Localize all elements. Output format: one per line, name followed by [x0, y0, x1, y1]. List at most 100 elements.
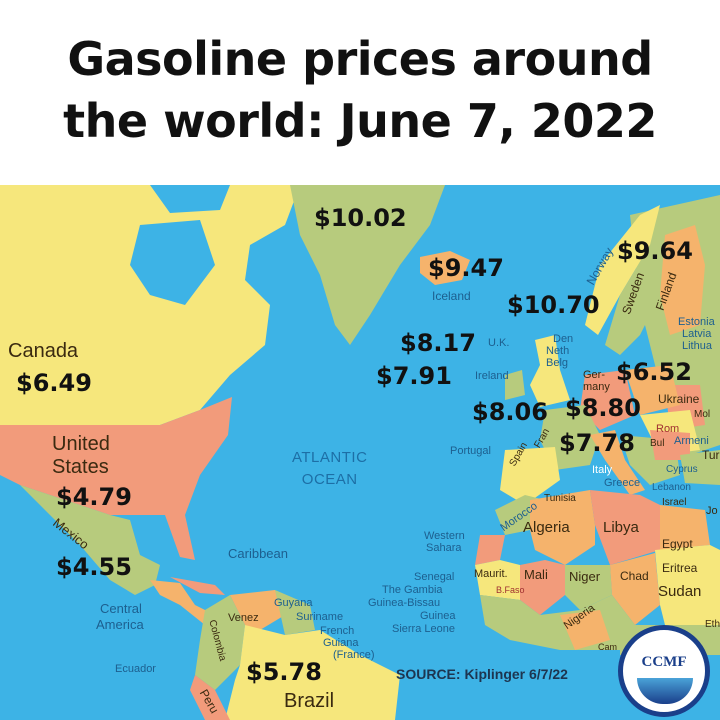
label-belgium: Belg: [546, 357, 569, 369]
price-greenland: $10.02: [314, 204, 407, 232]
label-senegal: Senegal: [414, 571, 455, 583]
canada-land: [0, 185, 300, 425]
turkey-land: [680, 450, 720, 485]
price-brazil: $5.78: [246, 658, 322, 686]
egypt-land: [660, 505, 710, 550]
label-ireland: Ireland: [475, 370, 509, 382]
uk-land: [530, 335, 570, 407]
chad-land: [610, 553, 660, 625]
price-uk: $8.17: [400, 329, 476, 357]
price-ireland: $7.91: [376, 362, 452, 390]
label-jordan: Jo: [706, 505, 718, 517]
algeria-land: [530, 490, 595, 565]
label-venezuela: Venez: [228, 612, 259, 624]
label-germany-1: Ger-: [583, 369, 605, 381]
mauritania-land: [475, 560, 520, 600]
label-suriname: Suriname: [296, 611, 344, 623]
label-bulgaria: Bul: [650, 438, 665, 449]
niger-land: [565, 565, 612, 610]
label-caribbean: Caribbean: [228, 546, 288, 561]
brazil-land: [225, 625, 400, 720]
label-guinea-bissau: Guinea-Bissau: [368, 597, 441, 609]
label-ethiopia: Eth: [705, 619, 720, 630]
price-canada: $6.49: [16, 369, 92, 397]
greenland-land: [290, 185, 445, 345]
label-guyana: Guyana: [274, 597, 313, 609]
label-central-america-2: America: [96, 617, 144, 632]
page-title: Gasoline prices around the world: June 7…: [63, 32, 657, 148]
romania-land: [650, 430, 690, 460]
cuba: [170, 577, 225, 595]
label-portugal: Portugal: [450, 445, 491, 457]
label-germany-2: many: [583, 381, 610, 393]
label-uk: U.K.: [488, 337, 510, 349]
label-gambia: The Gambia: [382, 584, 443, 596]
finland-land: [660, 225, 705, 335]
label-mauritania: Maurit.: [474, 568, 508, 580]
label-eritrea: Eritrea: [662, 561, 698, 575]
price-poland: $6.52: [616, 358, 692, 386]
label-western-sahara-2: Sahara: [426, 542, 462, 554]
mexico-land: [20, 485, 160, 595]
label-central-america-1: Central: [100, 601, 142, 616]
us-land: [0, 397, 232, 560]
map-land: [0, 185, 720, 720]
label-chad: Chad: [620, 569, 649, 583]
label-iceland: Iceland: [432, 289, 471, 303]
label-french-guiana-2: Guiana: [323, 637, 359, 649]
label-brazil: Brazil: [284, 690, 335, 712]
price-italy: $7.78: [559, 429, 635, 457]
label-western-sahara-1: Western: [424, 530, 465, 542]
price-france: $8.06: [472, 398, 548, 426]
hudson-bay: [130, 220, 215, 305]
sudan-land: [655, 545, 720, 625]
label-cameroon: Cam: [598, 642, 618, 652]
label-sierra-leone: Sierra Leone: [392, 623, 455, 635]
label-moldova: Mol: [694, 409, 711, 420]
label-lebanon: Lebanon: [652, 482, 691, 493]
ireland-land: [505, 370, 525, 400]
world-map: ATLANTIC OCEAN Canada United States Mexi…: [0, 185, 720, 720]
price-norway: $10.70: [507, 291, 600, 319]
nigeria-land: [560, 610, 610, 650]
label-latvia: Latvia: [682, 328, 712, 340]
label-israel: Israel: [662, 497, 687, 508]
label-guinea: Guinea: [420, 610, 456, 622]
label-libya: Libya: [603, 519, 639, 536]
label-us-2: States: [52, 456, 109, 478]
label-french-guiana-1: French: [320, 625, 355, 637]
label-armenia: Armeni: [674, 435, 709, 447]
label-us-1: United: [52, 433, 110, 455]
mali-land: [520, 560, 565, 615]
peru-land: [190, 675, 230, 720]
central-america-land: [150, 580, 215, 625]
price-us: $4.79: [56, 483, 132, 511]
label-tunisia: Tunisia: [544, 493, 576, 504]
ccmf-logo: CCMF: [618, 625, 710, 717]
label-french-guiana-3: (France): [333, 649, 375, 661]
label-egypt: Egypt: [662, 537, 693, 551]
libya-land: [590, 490, 660, 565]
label-lithuania: Lithua: [682, 340, 712, 352]
arctic-islands: [150, 185, 230, 213]
label-romania: Rom: [656, 423, 680, 435]
germany-land: [580, 370, 635, 430]
label-cyprus: Cyprus: [666, 464, 698, 475]
label-ukraine: Ukraine: [658, 392, 700, 406]
atlantic-ocean-label: ATLANTIC OCEAN: [292, 449, 368, 488]
label-netherlands: Neth: [546, 345, 570, 357]
label-algeria: Algeria: [523, 519, 570, 536]
price-finland: $9.64: [617, 237, 693, 265]
label-turkey: Turk: [702, 448, 720, 462]
label-sudan: Sudan: [658, 583, 702, 600]
label-canada: Canada: [8, 340, 79, 362]
price-mexico: $4.55: [56, 553, 132, 581]
wave-icon: [637, 678, 693, 704]
sweden-land: [605, 245, 665, 355]
norway-land: [585, 205, 660, 335]
label-estonia: Estonia: [678, 316, 715, 328]
source-note: SOURCE: Kiplinger 6/7/22: [396, 666, 568, 682]
label-mali: Mali: [524, 567, 548, 582]
price-germany: $8.80: [565, 394, 641, 422]
label-denmark: Den: [553, 333, 574, 345]
